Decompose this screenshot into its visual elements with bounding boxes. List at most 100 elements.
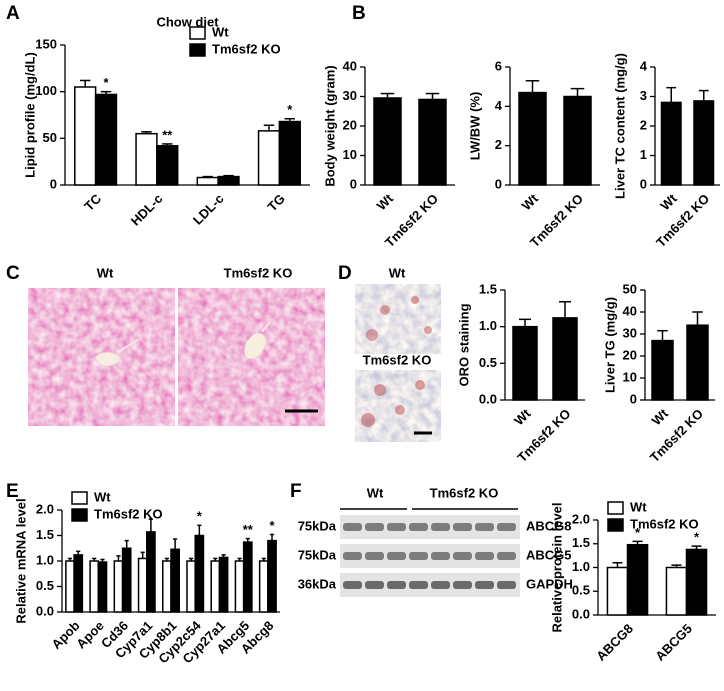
x-tick-label: Wt (649, 405, 672, 428)
blot-protein: ABCG8 (526, 518, 572, 533)
legend-swatch (71, 491, 88, 505)
blot-protein: ABCG5 (526, 547, 572, 562)
image-label: Tm6sf2 KO (224, 265, 293, 280)
bar (210, 560, 221, 613)
bar (665, 566, 688, 616)
x-tick-label: Apob (49, 618, 83, 652)
bar (73, 554, 84, 613)
bar (146, 531, 156, 613)
image-label: Tm6sf2 KO (363, 352, 432, 367)
significance: * (104, 75, 110, 90)
bar (121, 547, 132, 613)
bar (135, 132, 158, 186)
blot-band (475, 552, 494, 560)
y-tick-label: 2.0 (572, 511, 590, 526)
x-tick-label: Apoe (73, 618, 107, 652)
bar (162, 560, 172, 613)
bar (685, 548, 708, 616)
bar (267, 539, 277, 613)
blot-band (431, 552, 450, 560)
blot-band (453, 523, 472, 531)
y-tick-label: 1.5 (572, 535, 590, 550)
panel-label: B (352, 3, 366, 24)
y-tick-label: 2 (640, 117, 647, 132)
blot-band (409, 581, 428, 589)
blot-size: 36kDa (298, 576, 337, 591)
y-tick-label: 40 (623, 303, 637, 318)
y-tick-label: 1.0 (36, 552, 54, 567)
y-axis-label: Body weight (gram) (322, 65, 337, 186)
bar (89, 560, 100, 613)
y-tick-label: 0.0 (572, 606, 590, 621)
x-tick-label: Wt (519, 190, 542, 213)
y-tick-label: 0 (640, 176, 647, 191)
panel-label: A (6, 3, 20, 24)
bar (242, 541, 253, 613)
y-tick-label: 4 (495, 98, 503, 113)
blot-band (431, 581, 450, 589)
blot-band (409, 552, 428, 560)
bar (97, 561, 108, 613)
western-blot (340, 515, 520, 597)
significance: ** (243, 522, 254, 537)
y-tick-label: 10 (623, 369, 637, 384)
blot-size: 75kDa (298, 547, 337, 562)
bar (186, 560, 196, 613)
blot-group: Tm6sf2 KO (430, 485, 499, 500)
x-tick-label: ABCG5 (652, 621, 695, 664)
oro-image (355, 284, 441, 354)
bar (686, 324, 709, 401)
x-tick-label: ABCG8 (593, 621, 636, 664)
blot-band (475, 581, 494, 589)
blot-band (365, 552, 384, 560)
y-tick-label: 0 (50, 176, 57, 191)
legend-label: Tm6sf2 KO (94, 506, 163, 521)
legend-label: Wt (94, 489, 111, 504)
blot-band (453, 552, 472, 560)
bar (156, 145, 179, 186)
y-tick-label: 1.0 (572, 559, 590, 574)
bar (518, 91, 547, 186)
blot-band (387, 581, 406, 589)
y-tick-label: 100 (35, 83, 57, 98)
blot-band (475, 523, 494, 531)
y-tick-label: 10 (343, 147, 357, 162)
y-tick-label: 0.5 (479, 355, 497, 370)
bar (234, 560, 245, 613)
bar (258, 560, 269, 613)
bar (693, 100, 715, 186)
panel-label: D (338, 263, 352, 284)
significance: * (287, 102, 293, 117)
y-axis-label: Relative mRNA level (13, 498, 28, 623)
bar (626, 543, 649, 616)
x-tick-label: TC (81, 191, 104, 214)
y-tick-label: 0.5 (36, 578, 54, 593)
y-tick-label: 1 (640, 147, 647, 162)
blot-size: 75kDa (298, 518, 337, 533)
y-tick-label: 2.0 (36, 501, 54, 516)
y-tick-label: 0 (495, 176, 502, 191)
bar (94, 93, 118, 186)
panel-label: C (6, 263, 20, 284)
legend-label: Tm6sf2 KO (212, 41, 281, 56)
y-tick-label: 0 (350, 176, 357, 191)
bar (660, 101, 682, 186)
bar (563, 95, 592, 186)
significance: * (197, 509, 203, 524)
y-axis-label: Relative protein level (549, 502, 564, 632)
bar (278, 120, 301, 186)
bar (194, 534, 205, 613)
x-tick-label: LDL-c (190, 191, 227, 228)
y-axis-label: Liver TG (mg/g) (602, 297, 617, 393)
y-tick-label: 6 (495, 58, 502, 73)
blot-band (409, 523, 428, 531)
panel-label: E (6, 481, 19, 502)
blot-band (497, 552, 516, 560)
x-tick-label: Wt (511, 405, 534, 428)
y-tick-label: 3 (640, 88, 647, 103)
y-tick-label: 0.0 (479, 391, 497, 406)
y-axis-label: Liver TC content (mg/g) (612, 53, 627, 199)
bar (218, 556, 229, 613)
y-tick-label: 150 (35, 36, 57, 51)
legend-label: Tm6sf2 KO (630, 516, 699, 531)
